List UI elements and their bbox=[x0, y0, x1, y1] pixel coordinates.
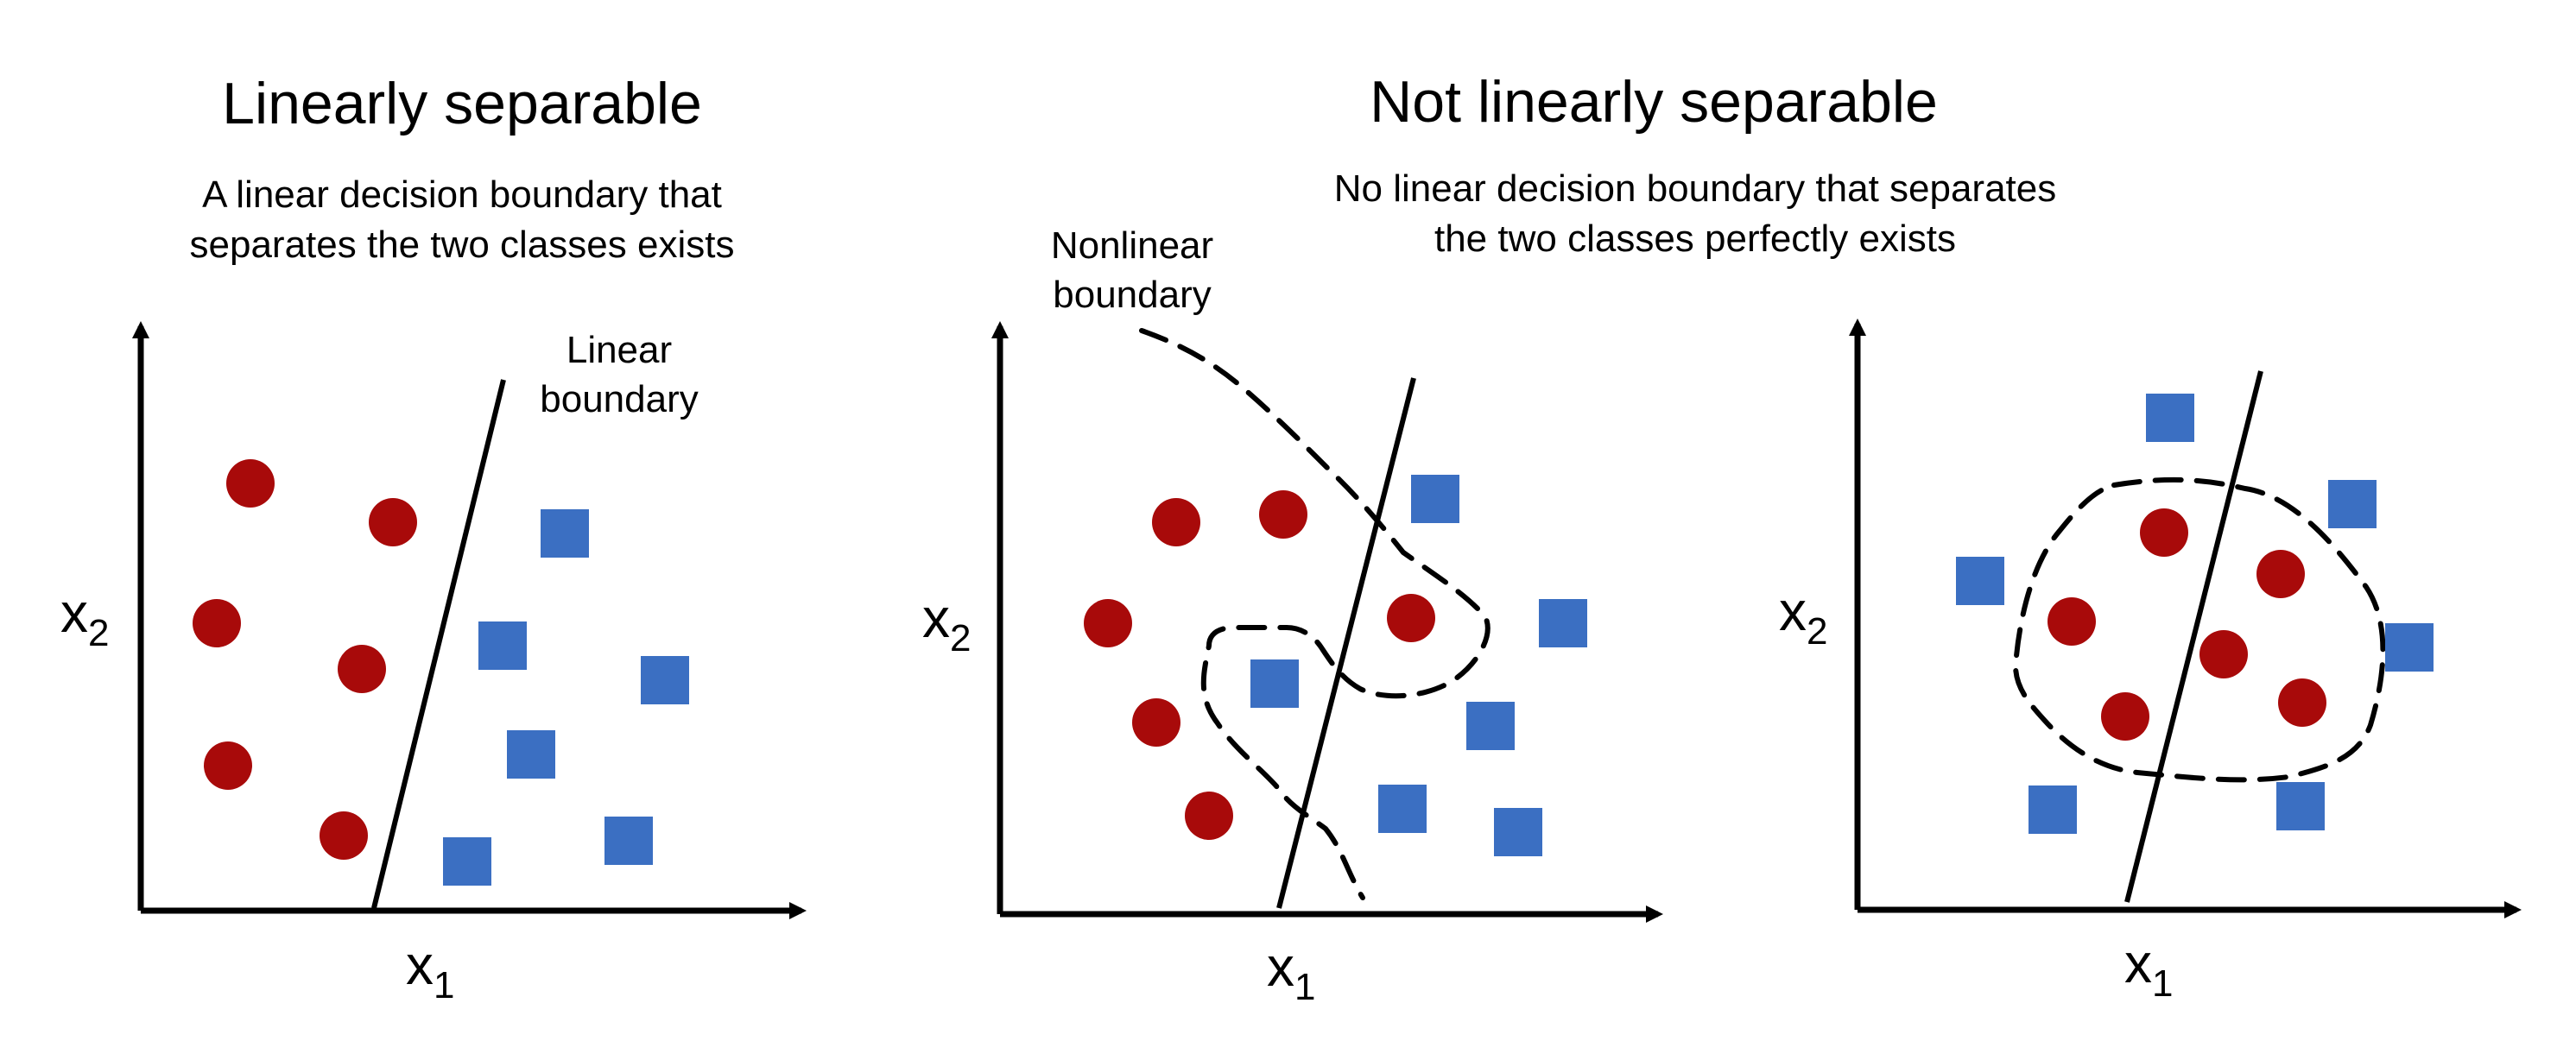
class-square-point bbox=[1411, 475, 1459, 523]
nonlinear-boundary-label-line1: Nonlinear bbox=[1051, 224, 1213, 267]
x-axis-label: x1 bbox=[2124, 932, 2173, 1005]
class-square-point bbox=[1539, 599, 1587, 647]
y-axis-label: x2 bbox=[922, 587, 971, 659]
class-square-point bbox=[2385, 623, 2434, 672]
class-square-point bbox=[478, 621, 527, 670]
class-circle-point bbox=[1185, 792, 1233, 840]
subtitle-right-line1: No linear decision boundary that separat… bbox=[1334, 167, 2057, 210]
class-circle-point bbox=[2278, 678, 2326, 727]
class-square-point bbox=[641, 656, 689, 704]
class-circle-point bbox=[2101, 692, 2149, 741]
class-square-point bbox=[604, 817, 653, 865]
class-circle-point bbox=[320, 811, 368, 860]
nonlinear-boundary-label-line2: boundary bbox=[1053, 274, 1211, 316]
class-circle-point bbox=[2256, 550, 2305, 598]
nonlinear-boundary-curve bbox=[1139, 328, 1491, 900]
class-square-point bbox=[443, 837, 491, 886]
class-circle-point bbox=[1259, 490, 1307, 539]
class-circle-point bbox=[2199, 630, 2248, 678]
class-circle-point bbox=[1084, 599, 1132, 647]
class-square-point bbox=[1466, 702, 1515, 750]
linear-boundary-line bbox=[1276, 377, 1416, 909]
panel-linearly-separable: x1 x2 bbox=[60, 321, 807, 1006]
class-circle-point bbox=[1152, 498, 1200, 546]
class-square-point bbox=[1250, 659, 1299, 708]
class-square-point bbox=[541, 509, 589, 558]
class-circle-point bbox=[226, 459, 275, 508]
class-circle-point bbox=[204, 741, 252, 790]
subtitle-left-line2: separates the two classes exists bbox=[190, 224, 735, 266]
class-circle-point bbox=[338, 645, 386, 693]
class-square-point bbox=[2276, 782, 2325, 830]
y-axis-label: x2 bbox=[1779, 580, 1827, 653]
class-square-point bbox=[1956, 557, 2004, 605]
title-not-linearly-separable: Not linearly separable bbox=[1370, 69, 1938, 135]
panel-nonlinear-boundary: x1 x2 bbox=[922, 321, 1663, 1008]
title-linearly-separable: Linearly separable bbox=[222, 71, 702, 136]
subtitle-left-line1: A linear decision boundary that bbox=[202, 174, 722, 216]
class-circle-point bbox=[2048, 597, 2096, 646]
class-square-point bbox=[2328, 480, 2377, 528]
nonlinear-boundary-closed-curve bbox=[2013, 476, 2386, 783]
y-axis-label: x2 bbox=[60, 582, 109, 654]
class-circle-point bbox=[2140, 508, 2188, 557]
subtitle-right-line2: the two classes perfectly exists bbox=[1434, 218, 1956, 260]
x-axis-label: x1 bbox=[406, 934, 454, 1006]
class-square-point bbox=[1494, 808, 1542, 856]
linear-boundary-label-line2: boundary bbox=[540, 378, 698, 420]
class-square-point bbox=[2146, 394, 2194, 442]
class-circle-point bbox=[1132, 698, 1180, 747]
class-square-point bbox=[507, 730, 555, 779]
linear-boundary-label-line1: Linear bbox=[566, 329, 672, 371]
class-circle-point bbox=[1387, 594, 1435, 642]
class-circle-point bbox=[193, 599, 241, 647]
class-circle-point bbox=[369, 498, 417, 546]
x-axis-label: x1 bbox=[1267, 936, 1315, 1008]
panel-circular-boundary: x1 x2 bbox=[1779, 319, 2522, 1005]
class-square-point bbox=[1378, 785, 1427, 833]
linear-boundary-line bbox=[371, 379, 506, 909]
linear-boundary-line bbox=[2124, 370, 2263, 903]
class-square-point bbox=[2029, 785, 2077, 834]
